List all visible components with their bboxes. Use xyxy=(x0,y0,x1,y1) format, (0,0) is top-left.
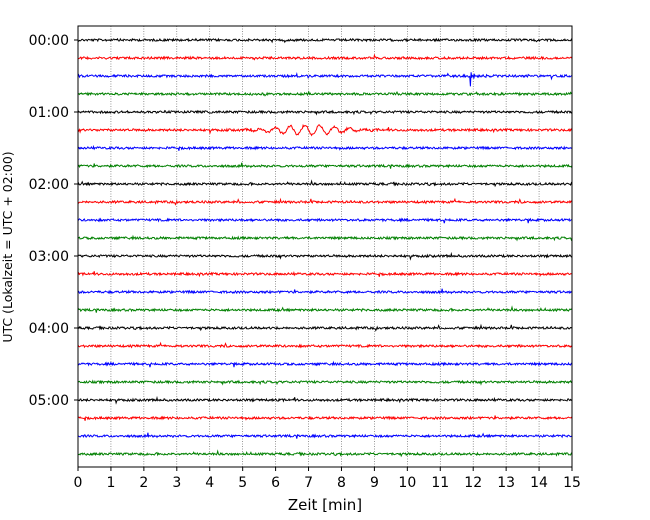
trace-0400 xyxy=(77,323,573,332)
y-tick-label: 04:00 xyxy=(29,321,69,337)
grid-lines xyxy=(110,26,540,467)
trace-0315 xyxy=(77,270,573,278)
x-tick-label: 13 xyxy=(497,475,515,491)
trace-0045 xyxy=(77,90,573,97)
trace-0300 xyxy=(77,251,573,261)
x-tick-label: 2 xyxy=(139,475,148,491)
trace-0330 xyxy=(77,288,572,295)
trace-0200 xyxy=(77,179,573,188)
x-tick-label: 12 xyxy=(464,475,482,491)
x-tick-label: 11 xyxy=(431,475,449,491)
y-tick-label: 05:00 xyxy=(29,393,69,409)
trace-0230 xyxy=(77,217,573,224)
x-tick-label: 9 xyxy=(370,475,379,491)
trace-0000 xyxy=(77,37,573,44)
y-tick-label: 00:00 xyxy=(29,33,69,49)
trace-0215 xyxy=(77,197,573,206)
trace-0245 xyxy=(77,234,573,242)
trace-0515 xyxy=(77,415,573,421)
x-tick-label: 8 xyxy=(337,475,346,491)
trace-0445 xyxy=(77,379,573,386)
x-axis: 0 1 2 3 4 5 6 7 8 9 10 11 12 13 14 15 xyxy=(74,467,581,491)
y-tick-label: 01:00 xyxy=(29,105,69,121)
y-axis: 00:00 01:00 02:00 03:00 04:00 05:00 xyxy=(29,33,78,409)
trace-0415 xyxy=(77,341,573,349)
x-tick-label: 14 xyxy=(530,475,548,491)
x-tick-label: 7 xyxy=(304,475,313,491)
trace-0430 xyxy=(77,360,573,368)
trace-0015 xyxy=(77,53,573,61)
trace-0545 xyxy=(77,449,573,458)
plot-frame xyxy=(77,25,573,468)
y-tick-label: 03:00 xyxy=(29,249,69,265)
x-tick-label: 5 xyxy=(238,475,247,491)
trace-0115 xyxy=(77,123,573,137)
trace-0030 xyxy=(77,72,573,87)
traces-group xyxy=(77,37,573,458)
y-axis-label: UTC (Lokalzeit = UTC + 02:00) xyxy=(0,151,15,342)
x-tick-label: 3 xyxy=(172,475,181,491)
x-tick-label: 10 xyxy=(398,475,416,491)
trace-0130 xyxy=(77,144,573,151)
x-axis-label: Zeit [min] xyxy=(288,496,362,514)
x-tick-label: 0 xyxy=(74,475,83,491)
trace-0100 xyxy=(77,109,572,116)
x-tick-label: 6 xyxy=(271,475,280,491)
x-tick-label: 15 xyxy=(563,475,581,491)
x-tick-label: 1 xyxy=(106,475,115,491)
trace-0530 xyxy=(77,432,573,439)
trace-0500 xyxy=(77,395,573,405)
trace-0345 xyxy=(77,305,573,313)
x-tick-label: 4 xyxy=(205,475,214,491)
trace-0145 xyxy=(77,162,573,169)
y-tick-label: 02:00 xyxy=(29,177,69,193)
